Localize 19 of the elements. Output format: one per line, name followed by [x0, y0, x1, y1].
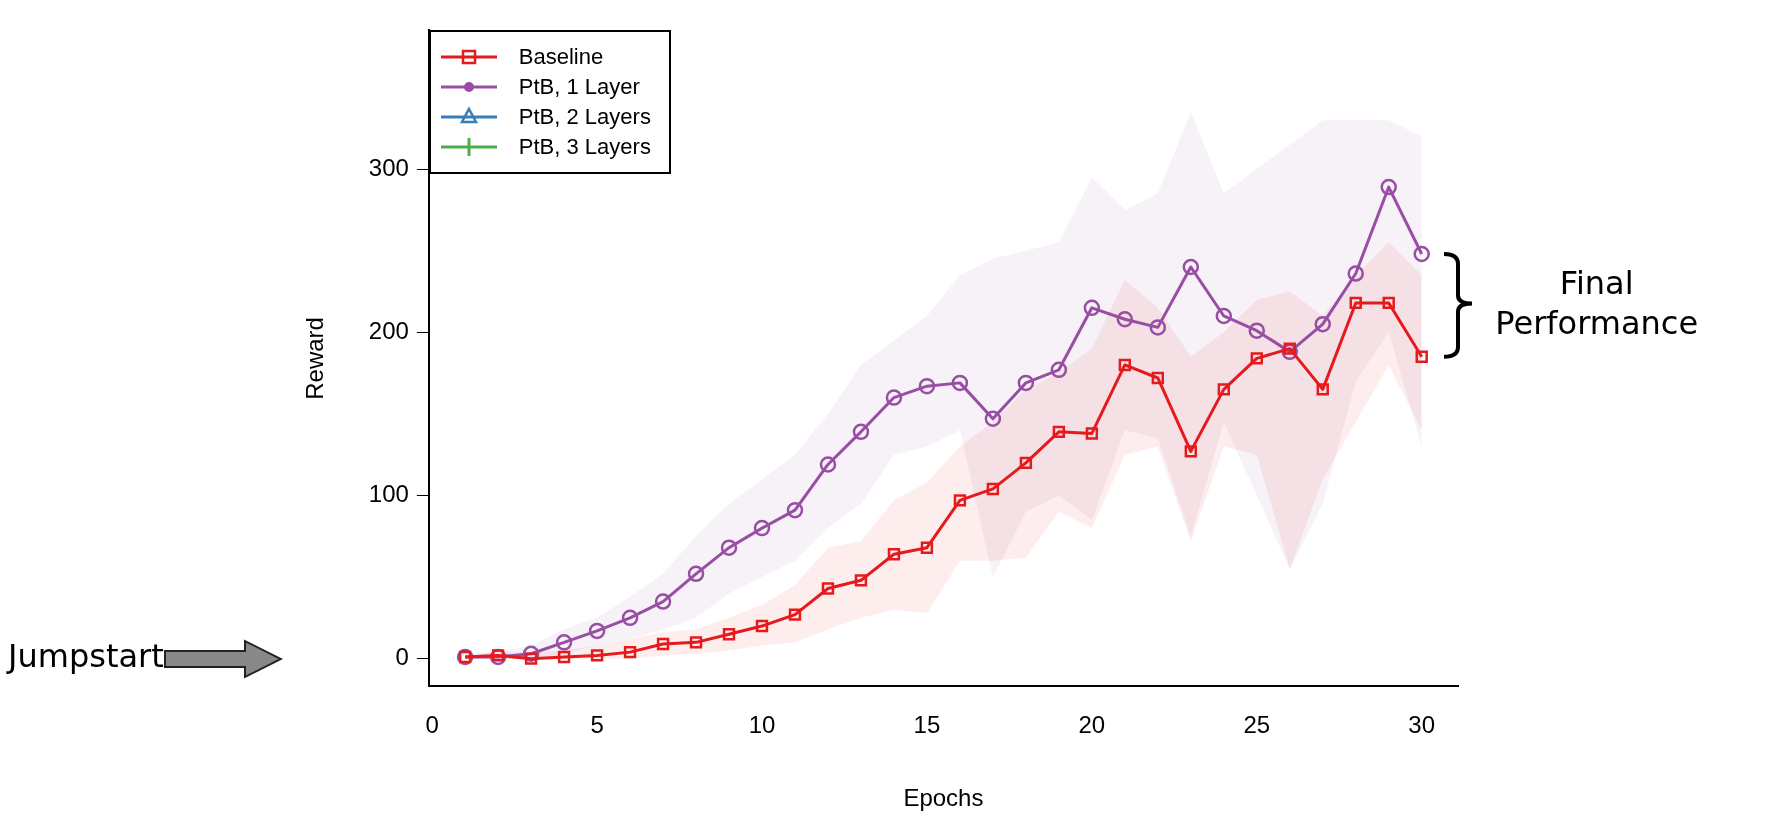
y-tick-label: 100	[368, 480, 409, 508]
x-tick-label: 0	[425, 711, 439, 739]
legend-label: PtB, 1 Layer	[518, 73, 640, 102]
text: Final Performance	[1494, 263, 1700, 344]
y-tick-label: 200	[368, 316, 409, 344]
legend-label: PtB, 3 Layers	[518, 133, 651, 162]
text: Jumpstart	[8, 636, 164, 675]
x-tick-label: 10	[748, 711, 776, 739]
x-tick-label: 5	[590, 711, 604, 739]
y-axis-title: Reward	[301, 317, 329, 400]
legend-label: Baseline	[518, 43, 604, 72]
x-tick-label: 30	[1408, 711, 1436, 739]
y-tick-label: 0	[395, 643, 409, 671]
x-axis-title: Epochs	[903, 784, 984, 812]
x-tick-label: 20	[1078, 711, 1106, 739]
y-tick-label: 300	[368, 153, 409, 181]
x-tick-label: 15	[913, 711, 941, 739]
legend-label: PtB, 2 Layers	[518, 103, 651, 132]
x-tick-label: 25	[1243, 711, 1271, 739]
